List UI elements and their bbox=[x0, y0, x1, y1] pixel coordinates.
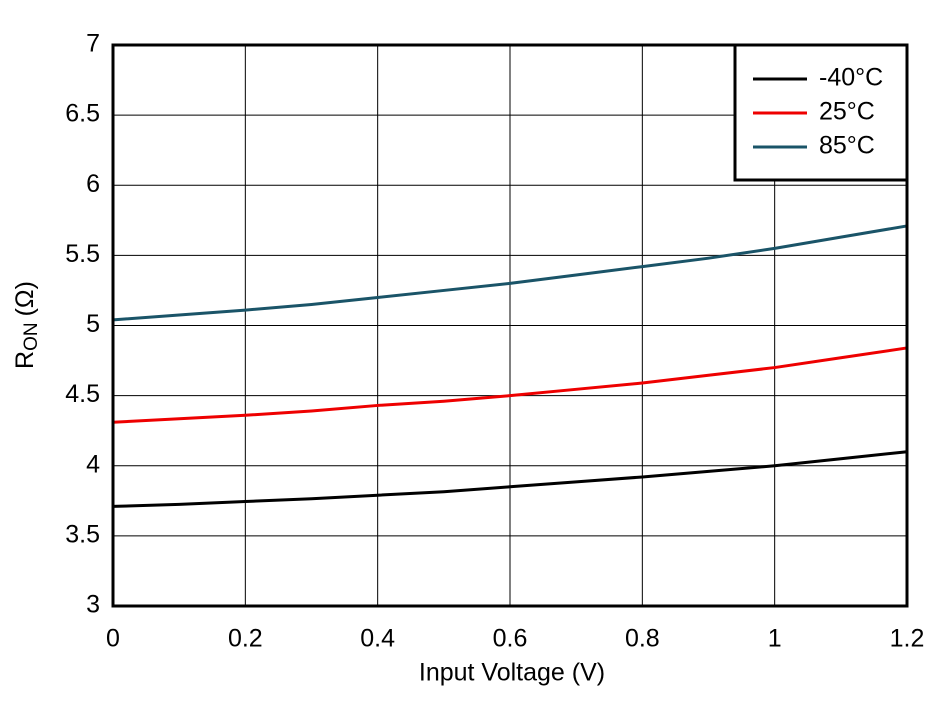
legend-label: 85°C bbox=[819, 132, 875, 160]
data-line bbox=[112, 224, 908, 322]
x-tick-label: 0.6 bbox=[493, 625, 528, 653]
y-tick-label: 4 bbox=[86, 450, 100, 478]
legend-label: 25°C bbox=[819, 98, 875, 126]
y-label-subscript: ON bbox=[21, 322, 42, 351]
x-tick-label: 1.2 bbox=[890, 625, 925, 653]
y-tick-label: 6 bbox=[86, 170, 100, 198]
y-tick-label: 5.5 bbox=[65, 240, 100, 268]
y-axis-label: RON (Ω) bbox=[11, 281, 42, 369]
y-label-symbol: R bbox=[11, 351, 39, 369]
y-tick-label: 4.5 bbox=[65, 380, 100, 408]
x-tick-label: 1 bbox=[768, 625, 782, 653]
x-axis-label: Input Voltage (V) bbox=[419, 659, 605, 687]
y-tick-label: 5 bbox=[86, 310, 100, 338]
x-tick-label: 0.4 bbox=[360, 625, 395, 653]
data-line bbox=[112, 346, 908, 424]
x-tick-label: 0 bbox=[106, 625, 120, 653]
data-line bbox=[112, 450, 908, 508]
x-tick-label: 0.8 bbox=[625, 625, 660, 653]
y-tick-label: 3 bbox=[86, 591, 100, 619]
plot-frame bbox=[111, 43, 909, 608]
legend-label: -40°C bbox=[819, 64, 883, 92]
y-tick-label: 6.5 bbox=[65, 100, 100, 128]
y-tick-label: 7 bbox=[86, 30, 100, 58]
x-tick-label: 0.2 bbox=[228, 625, 263, 653]
y-label-unit: (Ω) bbox=[11, 281, 39, 316]
y-tick-label: 3.5 bbox=[65, 520, 100, 548]
